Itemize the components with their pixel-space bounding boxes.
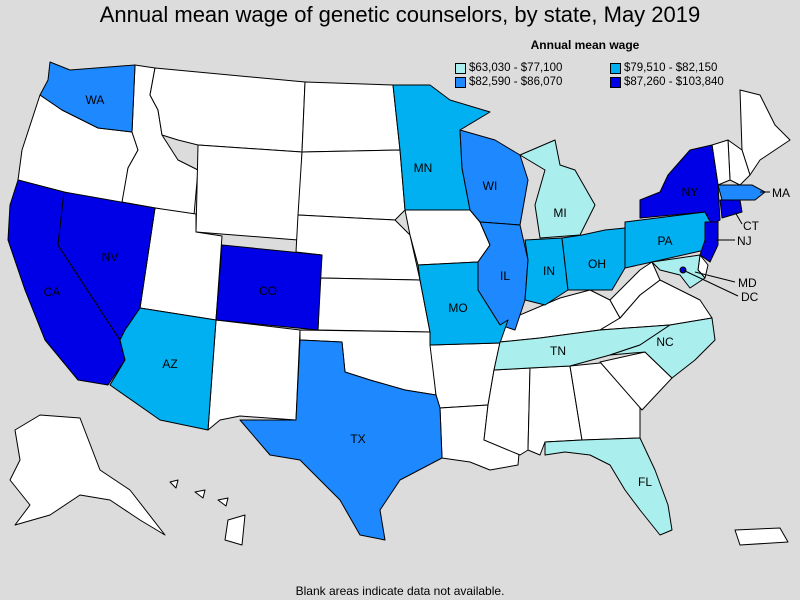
no-data-states: [9, 64, 791, 546]
state-mo: [417, 261, 509, 346]
legend-swatch-2: [610, 62, 621, 74]
label-dc: DC: [741, 290, 759, 304]
legend-items: $63,030 - $77,100 $79,510 - $82,150 $82,…: [455, 62, 775, 88]
label-ma: MA: [772, 186, 790, 200]
label-ny: NY: [682, 185, 699, 199]
state-me: [739, 89, 791, 176]
state-hi-3: [217, 497, 229, 507]
state-mi: [519, 139, 596, 239]
legend-item-3: $82,590 - $86,070: [455, 76, 610, 88]
data-states: [7, 61, 766, 541]
label-co: CO: [259, 284, 277, 298]
legend-label-1: $63,030 - $77,100: [469, 62, 563, 74]
state-il: [477, 221, 529, 331]
label-nj: NJ: [737, 234, 752, 248]
legend-label-2: $79,510 - $82,150: [624, 62, 718, 74]
callout-leaders: [682, 191, 770, 297]
legend-swatch-4: [610, 76, 621, 88]
state-ny: [639, 144, 721, 226]
label-az: AZ: [162, 357, 177, 371]
state-nc: [609, 317, 716, 379]
state-ks: [317, 277, 431, 333]
label-nc: NC: [656, 335, 674, 349]
map-title: Annual mean wage of genetic counselors, …: [99, 2, 701, 27]
legend-label-3: $82,590 - $86,070: [469, 76, 563, 88]
label-oh: OH: [588, 257, 606, 271]
state-co: [215, 244, 323, 331]
state-fl: [544, 437, 673, 536]
leader-md: [694, 271, 736, 283]
state-md: [651, 254, 706, 289]
state-tx: [239, 339, 443, 541]
legend-swatch-3: [455, 76, 466, 88]
legend-item-2: $79,510 - $82,150: [610, 62, 765, 74]
label-ca: CA: [44, 285, 61, 299]
label-tx: TX: [350, 432, 365, 446]
state-nd: [301, 81, 401, 153]
state-az: [109, 307, 217, 431]
state-hi-1: [169, 479, 179, 489]
state-mt: [149, 67, 306, 153]
state-wv: [609, 261, 661, 319]
state-pr: [734, 527, 789, 546]
leader-ct: [734, 211, 743, 225]
state-wi: [459, 129, 529, 226]
label-nv: NV: [102, 250, 119, 264]
label-il: IL: [500, 269, 510, 283]
label-mi: MI: [553, 206, 566, 220]
state-labels: WA NV CA AZ CO TX MN WI MI IL IN OH MO T…: [44, 93, 790, 489]
state-sd: [297, 149, 406, 221]
label-pa: PA: [657, 234, 672, 248]
label-ct: CT: [743, 219, 760, 233]
state-nj: [699, 221, 719, 263]
legend-item-4: $87,260 - $103,840: [610, 76, 765, 88]
legend-item-1: $63,030 - $77,100: [455, 62, 610, 74]
state-ct: [719, 199, 743, 219]
state-wy: [195, 144, 303, 241]
label-fl: FL: [638, 475, 652, 489]
legend-swatch-1: [455, 62, 466, 74]
legend: Annual mean wage $63,030 - $77,100 $79,5…: [455, 38, 775, 88]
state-ak: [9, 414, 166, 536]
label-wi: WI: [483, 179, 498, 193]
state-nm: [207, 319, 301, 431]
label-mn: MN: [414, 161, 433, 175]
state-hi-4: [224, 514, 246, 546]
footnote: Blank areas indicate data not available.: [295, 584, 505, 598]
label-mo: MO: [448, 301, 467, 315]
state-hi-2: [194, 489, 206, 499]
state-ma: [717, 184, 766, 201]
leader-dc: [682, 269, 739, 297]
legend-label-4: $87,260 - $103,840: [624, 76, 724, 88]
label-md: MD: [738, 276, 757, 290]
state-wa: [39, 61, 136, 133]
label-in: IN: [543, 264, 555, 278]
label-wa: WA: [86, 93, 105, 107]
label-tn: TN: [550, 344, 566, 358]
legend-title: Annual mean wage: [530, 38, 640, 52]
